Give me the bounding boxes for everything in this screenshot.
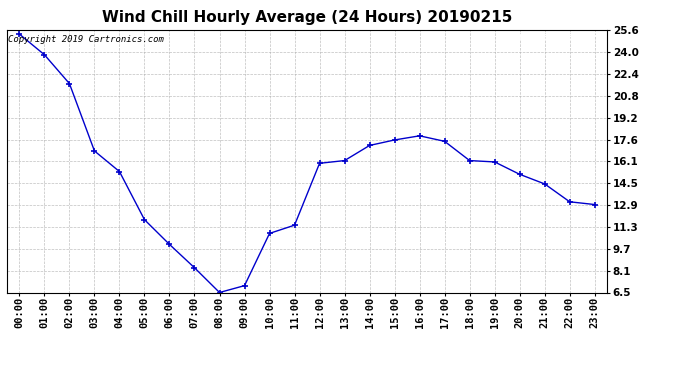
Text: Copyright 2019 Cartronics.com: Copyright 2019 Cartronics.com — [8, 35, 164, 44]
Title: Wind Chill Hourly Average (24 Hours) 20190215: Wind Chill Hourly Average (24 Hours) 201… — [102, 10, 512, 25]
